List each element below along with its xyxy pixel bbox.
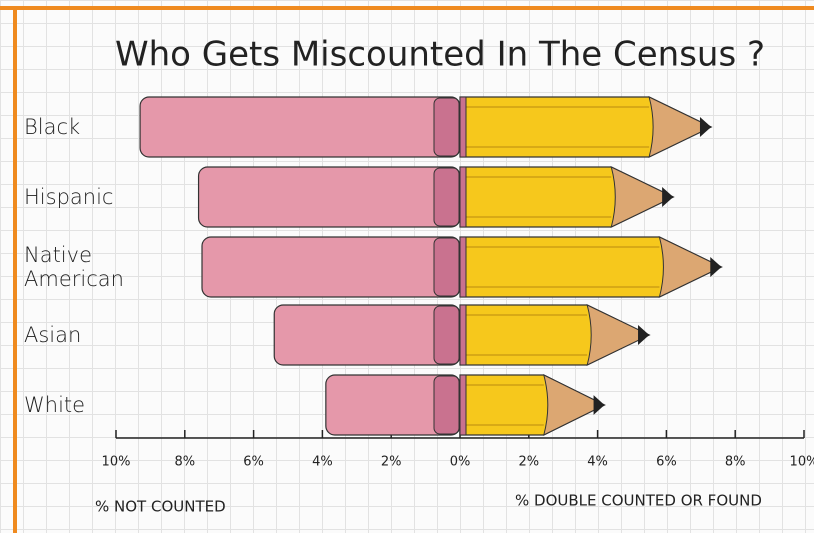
x-tick-label: 2% <box>381 455 402 470</box>
pencil-lead <box>662 187 673 207</box>
eraser-band <box>434 98 459 156</box>
category-label: Native American <box>24 243 134 291</box>
series-label: % DOUBLE COUNTED OR FOUND <box>515 492 762 510</box>
category-label: White <box>24 393 134 417</box>
x-tick-label: 8% <box>174 455 195 470</box>
x-tick-label: 0% <box>450 455 471 470</box>
x-tick-label: 6% <box>656 455 677 470</box>
series-label: % NOT COUNTED <box>95 498 226 516</box>
eraser-bar <box>199 167 460 227</box>
eraser-band <box>434 376 459 434</box>
frame-left <box>13 6 17 533</box>
eraser-bar <box>202 237 460 297</box>
pencil-lead <box>710 257 721 277</box>
eraser-band <box>434 306 459 364</box>
x-tick-label: 2% <box>518 455 539 470</box>
eraser-band <box>434 238 459 296</box>
category-label: Asian <box>24 323 134 347</box>
x-tick-label: 8% <box>725 455 746 470</box>
pencil-ferrule <box>460 375 466 435</box>
x-tick-label: 10% <box>790 455 814 470</box>
pencil-lead <box>594 395 605 415</box>
eraser-band <box>434 168 459 226</box>
pencil-ferrule <box>460 97 466 157</box>
category-label: Black <box>24 115 134 139</box>
chart-title: Who Gets Miscounted In The Census ? <box>115 35 765 75</box>
pencil-lead <box>638 325 649 345</box>
pencil-ferrule <box>460 167 466 227</box>
frame-top <box>0 6 814 10</box>
eraser-bar <box>140 97 460 157</box>
x-tick-label: 6% <box>243 455 264 470</box>
pencil-ferrule <box>460 237 466 297</box>
x-tick-label: 10% <box>102 455 131 470</box>
chart-page: {"chart_data": {"type": "diverging-bar",… <box>0 0 814 533</box>
category-label: Hispanic <box>24 185 134 209</box>
x-tick-label: 4% <box>312 455 333 470</box>
pencil-ferrule <box>460 305 466 365</box>
x-tick-label: 4% <box>587 455 608 470</box>
pencil-lead <box>700 117 711 137</box>
eraser-bar <box>274 305 460 365</box>
